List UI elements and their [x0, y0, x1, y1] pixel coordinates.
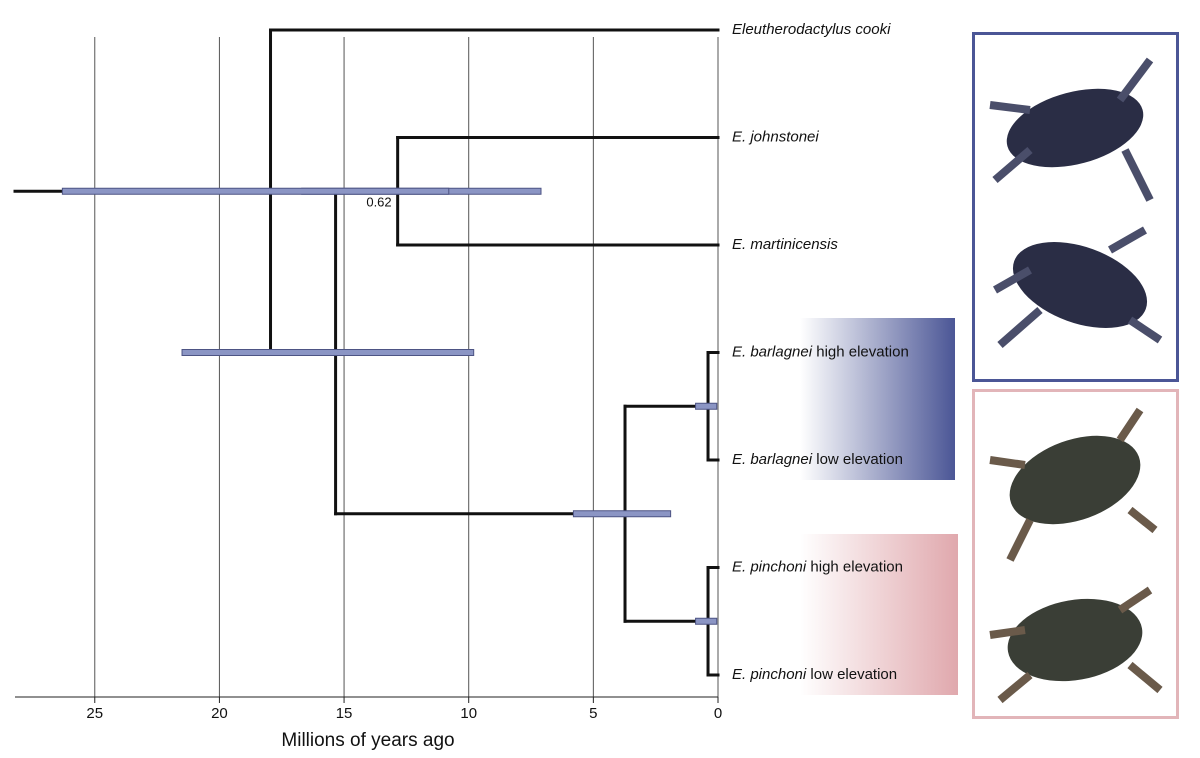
taxon-name: E. martinicensis: [732, 236, 838, 253]
age-interval: [695, 617, 718, 625]
taxon-detail: low elevation: [816, 451, 903, 468]
x-tick-label: 0: [714, 705, 722, 722]
taxon-detail: high elevation: [810, 558, 903, 575]
group-band: [800, 318, 955, 480]
tip-label: E. martinicensis: [732, 236, 838, 253]
age-interval: [181, 349, 475, 356]
age-interval: [572, 510, 672, 518]
taxon-detail: low elevation: [810, 666, 897, 683]
age-interval: [61, 187, 450, 195]
tip-label: E. barlagnei high elevation: [732, 343, 909, 360]
tip-label: E. barlagnei low elevation: [732, 451, 903, 468]
support-label: 0.62: [366, 195, 391, 210]
taxon-name: E. barlagnei: [732, 343, 813, 360]
tip-label: Eleutherodactylus cooki: [732, 21, 891, 38]
x-tick-label: 10: [460, 705, 477, 722]
photo-panel: [972, 32, 1179, 382]
taxon-name: E. pinchoni: [732, 558, 807, 575]
taxon-name: E. barlagnei: [732, 451, 813, 468]
group-band: [800, 534, 958, 695]
tip-label: E. johnstonei: [732, 128, 819, 145]
taxon-name: Eleutherodactylus cooki: [732, 21, 891, 38]
x-tick-label: 15: [336, 705, 353, 722]
taxon-name: E. johnstonei: [732, 128, 819, 145]
x-tick-label: 20: [211, 705, 228, 722]
tip-label: E. pinchoni low elevation: [732, 666, 897, 683]
x-tick-label: 25: [86, 705, 103, 722]
age-interval: [695, 402, 718, 410]
x-tick-label: 5: [589, 705, 597, 722]
x-axis-title: Millions of years ago: [281, 730, 454, 751]
photo-panel: [972, 389, 1179, 719]
intervals: [61, 187, 718, 625]
taxon-name: E. pinchoni: [732, 666, 807, 683]
taxon-detail: high elevation: [816, 343, 909, 360]
tip-label: E. pinchoni high elevation: [732, 558, 903, 575]
